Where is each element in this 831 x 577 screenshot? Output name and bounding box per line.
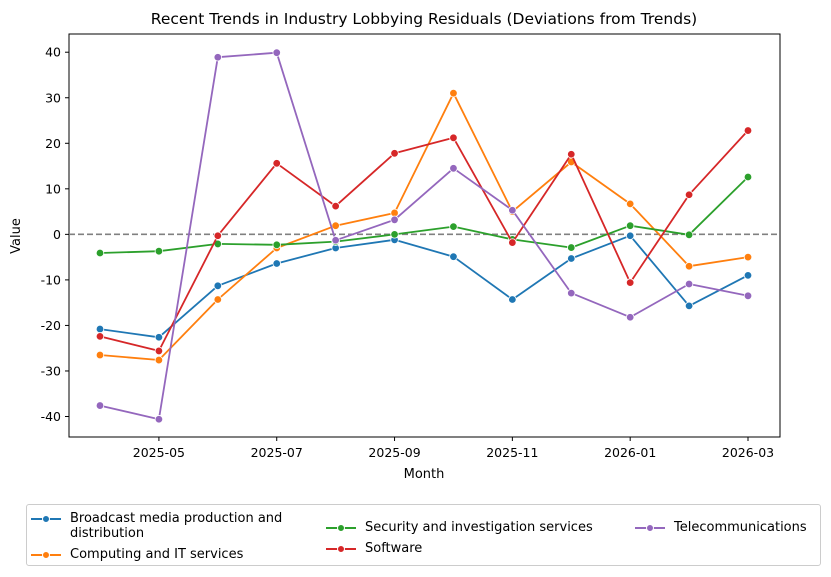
series-3-point — [508, 238, 517, 247]
series-1-point — [743, 252, 753, 262]
series-4-point — [567, 288, 576, 298]
chart-title: Recent Trends in Industry Lobbying Resid… — [151, 10, 697, 28]
y-tick-label: 40 — [45, 45, 61, 60]
series-3-point — [154, 346, 164, 356]
series-3-point — [567, 150, 576, 159]
series-line-2 — [99, 176, 749, 254]
plot-frame — [68, 33, 781, 438]
series-line-0 — [99, 234, 749, 339]
legend-marker-security — [326, 520, 356, 534]
y-tick-label: -10 — [41, 272, 61, 287]
series-2-point — [390, 230, 399, 239]
series-2-point — [567, 243, 576, 252]
series-0-point — [154, 333, 164, 342]
series-4-point — [331, 236, 340, 245]
series-3-point — [272, 159, 281, 168]
y-tick-label: 30 — [45, 90, 61, 105]
x-tick-label: 2025-05 — [133, 445, 185, 460]
series-4-point — [743, 291, 753, 301]
series-0-point — [684, 301, 694, 311]
series-4-point — [684, 279, 694, 289]
series-0-point — [272, 259, 281, 268]
series-1-point — [331, 221, 340, 230]
legend-marker-telecom — [635, 520, 665, 534]
series-4-point — [95, 401, 105, 410]
series-2-point — [625, 221, 635, 230]
series-4-point — [272, 48, 281, 57]
legend-item-software: Software — [326, 541, 626, 556]
legend-label-telecom: Telecommunications — [674, 520, 807, 535]
y-tick-label: -30 — [41, 363, 61, 378]
series-4-point — [154, 415, 164, 424]
legend-label-software: Software — [365, 541, 423, 556]
series-3-point — [625, 278, 635, 287]
series-2-point — [95, 248, 105, 258]
series-0-point — [213, 281, 223, 291]
x-axis-label: Month — [404, 467, 445, 482]
series-4-point — [449, 164, 458, 173]
series-3-point — [743, 126, 753, 135]
plot-area: -40 -30 -20 -10 0 10 20 30 40 2025-05 2025-07 2025-… — [41, 33, 781, 460]
x-tick-label: 2026-03 — [722, 445, 774, 460]
line-chart: Recent Trends in Industry Lobbying Resid… — [9, 10, 781, 482]
series-3-point — [331, 201, 340, 211]
y-axis-label: Value — [9, 218, 24, 254]
series-line-4 — [99, 51, 749, 421]
series-1-point — [213, 295, 223, 304]
series-4-point — [213, 53, 223, 62]
series-3-point — [684, 190, 694, 199]
legend: Broadcast media production and distribut… — [26, 504, 821, 566]
legend-item-telecom: Telecommunications — [635, 520, 820, 535]
series-1-point — [449, 88, 458, 98]
legend-label-security: Security and investigation services — [365, 520, 593, 535]
series-1-point — [684, 262, 694, 271]
series-2-point — [743, 172, 753, 182]
y-tick-label: 10 — [45, 181, 61, 196]
series-3-point — [449, 133, 458, 143]
x-tick-label: 2025-11 — [486, 445, 538, 460]
series-4-point — [390, 215, 399, 224]
legend-item-security: Security and investigation services — [326, 520, 626, 535]
legend-label-broadcast: Broadcast media production and distribut… — [70, 511, 283, 541]
series-1-point — [95, 350, 105, 360]
series-3-point — [213, 231, 223, 240]
series-3-point — [390, 149, 399, 158]
series-line-3 — [99, 129, 749, 352]
series-0-point — [508, 295, 517, 304]
legend-marker-computing — [31, 547, 61, 561]
series-0-point — [743, 271, 753, 280]
series-2-point — [449, 222, 458, 231]
y-tick-label: -40 — [41, 409, 61, 424]
series-1-point — [625, 199, 635, 209]
legend-item-broadcast: Broadcast media production and distribut… — [31, 511, 311, 541]
y-tick-label: 20 — [45, 136, 61, 151]
x-tick-label: 2025-07 — [251, 445, 303, 460]
legend-marker-software — [326, 541, 356, 555]
legend-item-computing: Computing and IT services — [31, 547, 311, 562]
legend-marker-broadcast — [31, 511, 61, 525]
series-0-point — [95, 324, 105, 334]
series-1-point — [154, 355, 164, 365]
series-0-point — [567, 254, 576, 263]
series-2-point — [154, 247, 164, 256]
x-tick-label: 2025-09 — [368, 445, 420, 460]
legend-label-computing: Computing and IT services — [70, 547, 244, 562]
series-2-point — [684, 230, 694, 240]
series-3-point — [95, 332, 105, 341]
series-4-point — [625, 313, 635, 322]
series-line-1 — [99, 92, 749, 361]
series-2-point — [272, 240, 281, 250]
series-4-point — [508, 206, 517, 215]
series-0-point — [625, 231, 635, 240]
y-tick-label: -20 — [41, 318, 61, 333]
y-tick-label: 0 — [53, 227, 61, 242]
x-tick-label: 2026-01 — [604, 445, 656, 460]
series-0-point — [449, 252, 458, 261]
